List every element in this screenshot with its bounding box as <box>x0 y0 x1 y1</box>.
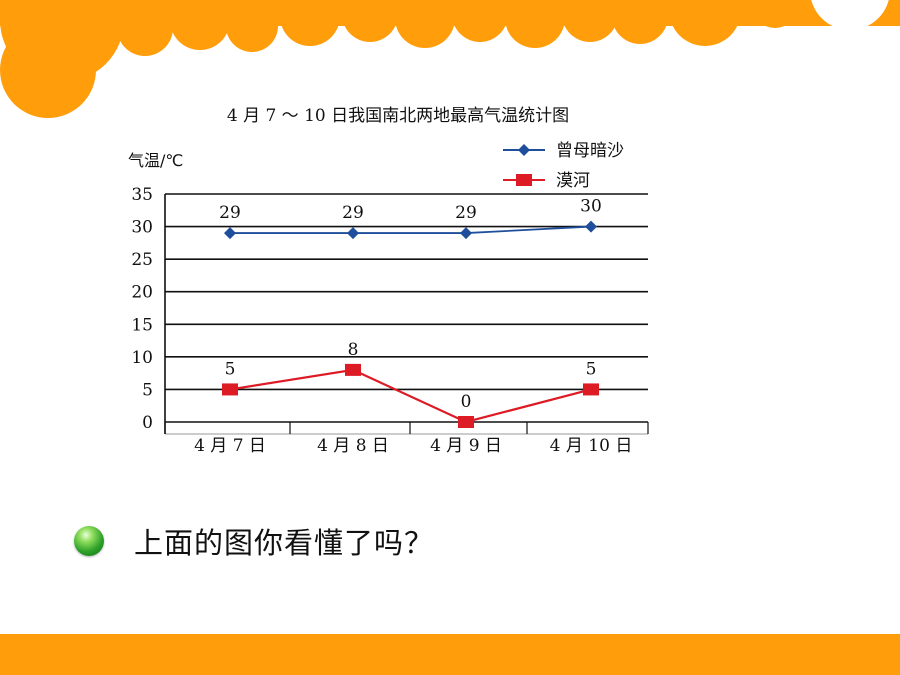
data-label: 30 <box>580 197 602 217</box>
x-tick-label: 4 月 10 日 <box>550 436 633 456</box>
series-line <box>230 225 592 234</box>
y-tick-label: 20 <box>131 283 153 303</box>
series-line <box>229 368 592 424</box>
legend-marker <box>518 144 530 156</box>
y-axis-label: 气温/℃ <box>128 151 183 170</box>
data-point <box>345 363 361 376</box>
x-tick-label: 4 月 9 日 <box>430 436 502 456</box>
axes: 0 5 10 15 20 25 30 35 4 月 7 日 4 月 8 日 4 月 9 日 4 月 1… <box>131 185 649 456</box>
legend-marker <box>516 174 532 186</box>
y-tick-label: 30 <box>131 218 153 238</box>
y-tick-label: 0 <box>142 413 153 433</box>
grid <box>165 193 648 391</box>
data-point <box>585 220 597 233</box>
series: 29 29 29 30 5 8 0 5 <box>219 197 602 428</box>
y-tick-label: 25 <box>131 250 153 270</box>
data-label: 29 <box>219 203 241 223</box>
data-point <box>458 416 474 428</box>
bullet-icon <box>74 526 104 556</box>
y-tick-label: 10 <box>131 348 153 368</box>
legend-label: 曾母暗沙 <box>556 141 624 161</box>
data-point <box>460 227 472 240</box>
legend-label: 漠河 <box>556 171 590 191</box>
y-tick-label: 5 <box>142 380 153 400</box>
data-point <box>347 227 359 240</box>
data-label: 5 <box>586 359 597 379</box>
y-tick-label: 35 <box>131 185 153 205</box>
x-tick-label: 4 月 7 日 <box>194 436 266 456</box>
data-label: 29 <box>342 203 364 223</box>
chart-title: 4 月 7 ～ 10 日我国南北两地最高气温统计图 <box>227 106 569 126</box>
x-tick-label: 4 月 8 日 <box>317 436 389 456</box>
data-label: 8 <box>348 340 359 360</box>
data-point <box>224 227 236 240</box>
y-tick-label: 15 <box>131 315 153 335</box>
question-text: 上面的图你看懂了吗？ <box>134 526 435 560</box>
footer-bar <box>0 634 900 675</box>
data-point <box>583 383 599 396</box>
data-label: 29 <box>455 203 477 223</box>
data-point <box>222 383 238 396</box>
data-label: 5 <box>225 359 236 379</box>
data-label: 0 <box>461 392 472 412</box>
